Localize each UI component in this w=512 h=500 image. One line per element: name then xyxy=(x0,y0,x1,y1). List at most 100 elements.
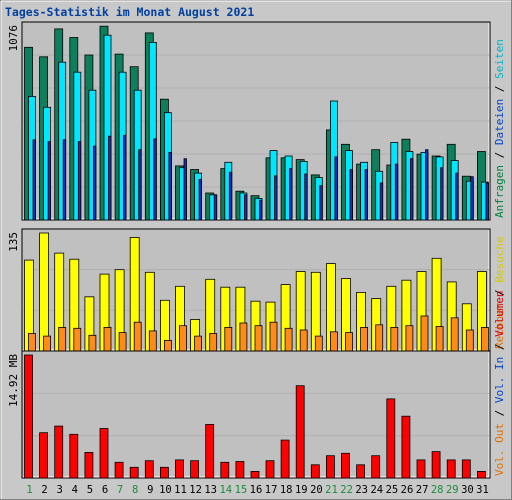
bar-volumen xyxy=(39,432,48,479)
x-tick-label: 5 xyxy=(87,484,93,496)
bar-dateien xyxy=(32,139,36,221)
bar-dateien xyxy=(259,199,263,221)
bar-rechner xyxy=(43,335,51,352)
bar-volumen xyxy=(310,464,320,479)
bar-dateien xyxy=(349,169,353,221)
bar-volumen xyxy=(159,466,169,479)
bar-volumen xyxy=(144,460,154,479)
bar-volumen xyxy=(175,459,184,479)
bar-rechner xyxy=(88,334,97,352)
bar-volumen xyxy=(69,433,79,479)
bar-rechner xyxy=(420,315,429,352)
bar-rechner xyxy=(450,317,459,352)
x-tick-label: 11 xyxy=(174,484,187,496)
legend-vol-in: Vol. In xyxy=(493,357,506,403)
bar-rechner xyxy=(480,326,489,352)
bar-rechner xyxy=(329,331,338,352)
bar-rechner xyxy=(465,329,474,352)
bar-rechner xyxy=(224,326,233,352)
bar-dateien xyxy=(425,149,429,221)
right-legend: Anfragen / Dateien / Seiten xyxy=(493,39,506,218)
x-tick-label: 9 xyxy=(147,484,153,496)
legend-separator: / xyxy=(493,145,506,165)
right-legend: Rechner / Besuche xyxy=(493,236,506,349)
x-tick-label: 28 xyxy=(431,484,444,496)
x-tick-label: 20 xyxy=(310,484,323,496)
bar-volumen xyxy=(295,385,305,479)
bar-volumen xyxy=(54,425,64,479)
bar-volumen xyxy=(250,470,260,479)
bar-rechner xyxy=(118,332,127,352)
bar-rechner xyxy=(133,321,142,352)
bar-rechner xyxy=(375,324,384,352)
x-tick-label: 14 xyxy=(219,484,232,496)
bar-volumen xyxy=(431,451,441,479)
bar-rechner xyxy=(284,327,293,352)
x-tick-label: 16 xyxy=(250,484,263,496)
bar-volumen xyxy=(24,354,33,479)
bar-dateien xyxy=(62,139,67,221)
bar-volumen xyxy=(205,423,215,479)
bar-dateien xyxy=(364,169,369,221)
bar-rechner xyxy=(299,329,308,352)
bar-dateien xyxy=(108,135,112,221)
bar-dateien xyxy=(274,175,278,221)
bar-volumen xyxy=(84,451,94,479)
bar-dateien xyxy=(470,176,474,221)
bar-volumen xyxy=(461,459,471,479)
legend-separator: / xyxy=(493,79,506,99)
legend-rechner: Rechner xyxy=(493,302,506,349)
x-tick-label: 15 xyxy=(235,484,248,496)
bar-volumen xyxy=(220,461,230,479)
legend-volumen: Volumen xyxy=(493,291,506,337)
x-tick-label: 8 xyxy=(132,484,138,496)
bar-rechner xyxy=(179,325,187,352)
bar-dateien xyxy=(394,163,399,221)
bar-dateien xyxy=(228,171,233,221)
x-tick-label: 24 xyxy=(370,484,383,496)
x-tick-label: 29 xyxy=(446,484,459,496)
bar-dateien xyxy=(93,145,97,221)
y-max-label: 135 xyxy=(7,232,20,252)
bar-rechner xyxy=(194,335,203,352)
chart-panel-2: 135 Rechner / Besuche xyxy=(7,228,506,352)
bar-volumen xyxy=(325,455,335,479)
bar-volumen xyxy=(416,459,426,479)
bar-rechner xyxy=(269,321,278,352)
x-tick-label: 21 xyxy=(325,484,338,496)
bar-rechner xyxy=(73,327,82,352)
bar-rechner xyxy=(209,333,218,352)
bar-volumen xyxy=(386,398,396,479)
chart-panel-3: 14.92 MB Vol. Out / Vol. In / Volumen xyxy=(7,291,506,479)
bar-volumen xyxy=(341,452,350,479)
bar-dateien xyxy=(334,156,338,221)
bar-rechner xyxy=(314,335,323,352)
legend-separator: / xyxy=(493,283,506,303)
bar-volumen xyxy=(280,439,290,479)
bar-rechner xyxy=(254,325,263,352)
x-tick-label: 7 xyxy=(117,484,123,496)
bar-rechner xyxy=(390,326,399,352)
bar-dateien xyxy=(485,182,489,221)
bar-rechner xyxy=(405,325,414,352)
legend-besuche: Besuche xyxy=(493,236,506,282)
y-max-label: 14.92 MB xyxy=(7,354,20,407)
x-tick-label: 6 xyxy=(102,484,108,496)
x-tick-label: 2 xyxy=(41,484,47,496)
bar-rechner xyxy=(103,326,112,352)
bar-rechner xyxy=(345,332,353,352)
x-tick-label: 25 xyxy=(386,484,399,496)
bar-dateien xyxy=(455,172,459,221)
bar-dateien xyxy=(440,167,444,221)
chart-panels: 1076 Anfragen / Dateien / Seiten 135 Rechne… xyxy=(7,21,506,479)
bar-volumen xyxy=(356,464,366,479)
bar-volumen xyxy=(129,466,139,479)
x-tick-label: 3 xyxy=(57,484,63,496)
bar-dateien xyxy=(183,158,187,221)
bar-rechner xyxy=(360,326,369,352)
bar-dateien xyxy=(409,158,414,221)
bar-seiten xyxy=(148,42,157,221)
bar-dateien xyxy=(319,185,323,221)
bar-volumen xyxy=(99,428,109,479)
legend-anfragen: Anfragen xyxy=(493,165,506,218)
